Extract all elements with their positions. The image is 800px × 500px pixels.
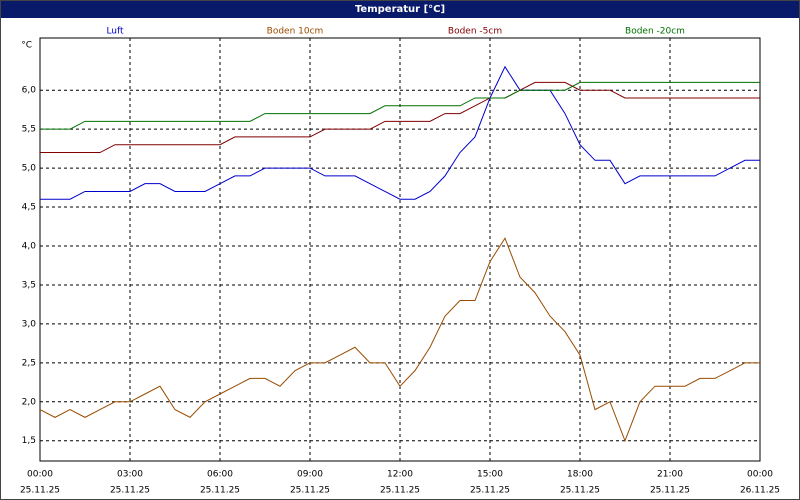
- legend-entry: Boden 10cm: [267, 27, 324, 37]
- y-axis-unit: °C: [21, 41, 32, 51]
- y-tick-label: 3,5: [22, 280, 36, 290]
- legend-entry: Boden -5cm: [448, 27, 502, 37]
- x-tick-label: 15:00: [477, 470, 503, 480]
- x-tick-label: 06:00: [207, 470, 233, 480]
- title-bar: [0, 0, 800, 18]
- x-tick-label: 25.11.25: [110, 486, 150, 496]
- x-tick-label: 25.11.25: [560, 486, 600, 496]
- series-line: [40, 81, 760, 130]
- y-tick-label: 3,0: [22, 319, 37, 329]
- y-tick-label: 4,0: [22, 241, 37, 251]
- x-tick-label: 18:00: [567, 470, 593, 480]
- series-line: [39, 237, 760, 443]
- x-tick-label: 00:00: [747, 470, 773, 480]
- x-tick-label: 25.11.25: [470, 486, 510, 496]
- legend-entry: Luft: [106, 27, 124, 37]
- chart-title: Temperatur [°C]: [355, 4, 445, 15]
- x-tick-label: 25.11.25: [20, 486, 60, 496]
- plot-border: [39, 37, 761, 462]
- x-tick-label: 21:00: [657, 470, 683, 480]
- x-tick-label: 03:00: [117, 470, 143, 480]
- y-tick-label: 4,5: [22, 203, 36, 213]
- x-tick-label: 26.11.25: [740, 486, 780, 496]
- y-tick-label: 6,0: [22, 86, 37, 96]
- x-tick-label: 25.11.25: [650, 486, 690, 496]
- series-line: [40, 65, 760, 200]
- y-tick-label: 2,5: [22, 358, 36, 368]
- y-tick-label: 5,0: [22, 164, 37, 174]
- x-tick-label: 12:00: [387, 470, 413, 480]
- x-tick-label: 25.11.25: [200, 486, 240, 496]
- x-tick-label: 09:00: [297, 470, 323, 480]
- x-tick-label: 00:00: [27, 470, 53, 480]
- y-tick-label: 5,5: [22, 125, 36, 135]
- x-tick-label: 25.11.25: [290, 486, 330, 496]
- legend-entry: Boden -20cm: [625, 27, 685, 37]
- y-tick-label: 1,5: [22, 436, 36, 446]
- y-tick-label: 2,0: [22, 397, 37, 407]
- series-line: [40, 81, 760, 154]
- x-tick-label: 25.11.25: [380, 486, 420, 496]
